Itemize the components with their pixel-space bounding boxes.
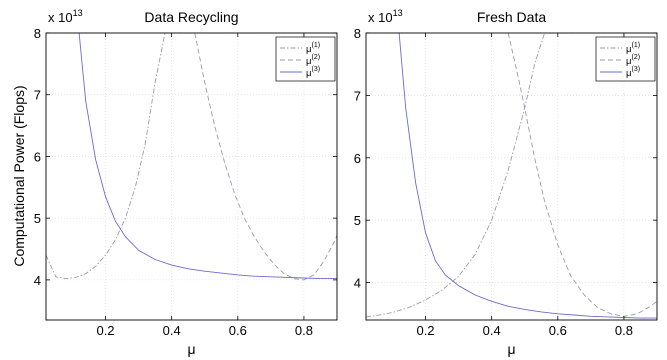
- y-tick-label: 7: [354, 88, 361, 103]
- x-tick-label: 0.8: [295, 323, 313, 338]
- x-tick-label: 0.8: [615, 323, 633, 338]
- chart-panel-1: 0.2 0.4 0.6 0.8 4 5 6 7 8 Data Recycling x 1013 μ μ(…: [34, 8, 338, 357]
- chart-title: Data Recycling: [144, 9, 238, 25]
- legend: μ(1)μ(2)μ(3): [275, 36, 336, 82]
- legend-box: [275, 36, 336, 82]
- x-tick-label: 0.6: [229, 323, 247, 338]
- y-axis-label: Computational Power (Flops): [11, 85, 27, 266]
- legend-label-mu2: μ(2): [306, 54, 320, 67]
- y-tick-label: 8: [354, 26, 361, 41]
- y-tick-label: 8: [34, 26, 41, 41]
- legend-box: [595, 36, 656, 82]
- series-line-mu2: [507, 33, 657, 317]
- x-axis-label: μ: [507, 341, 515, 357]
- legend-label-mu1: μ(1): [626, 42, 640, 55]
- y-axis-multiplier: x 1013: [48, 8, 83, 25]
- y-tick-label: 6: [34, 149, 41, 164]
- legend-label-mu1: μ(1): [306, 42, 320, 55]
- series-line-mu3: [78, 33, 337, 280]
- series-line-mu1: [366, 33, 657, 318]
- series-line-mu2: [194, 33, 337, 281]
- x-tick-label: 0.2: [416, 323, 434, 338]
- x-tick-label: 0.6: [549, 323, 567, 338]
- y-tick-label: 5: [354, 213, 361, 228]
- legend-label-mu3: μ(3): [306, 66, 320, 79]
- series-line-mu1: [46, 33, 337, 280]
- y-axis-multiplier: x 1013: [368, 8, 403, 25]
- x-tick-label: 0.2: [96, 323, 114, 338]
- x-tick-label: 0.4: [483, 323, 501, 338]
- plot-frame: [365, 32, 658, 321]
- x-axis-label: μ: [187, 341, 195, 357]
- y-tick-label: 6: [354, 151, 361, 166]
- y-tick-label: 5: [34, 211, 41, 226]
- y-tick-label: 4: [34, 273, 41, 288]
- y-tick-label: 4: [354, 276, 361, 291]
- y-tick-label: 7: [34, 88, 41, 103]
- plot-frame: [45, 32, 338, 321]
- series-line-mu3: [398, 33, 657, 319]
- legend: μ(1)μ(2)μ(3): [595, 36, 656, 82]
- chart-title: Fresh Data: [477, 9, 546, 25]
- legend-label-mu3: μ(3): [626, 66, 640, 79]
- legend-label-mu2: μ(2): [626, 54, 640, 67]
- x-tick-label: 0.4: [163, 323, 181, 338]
